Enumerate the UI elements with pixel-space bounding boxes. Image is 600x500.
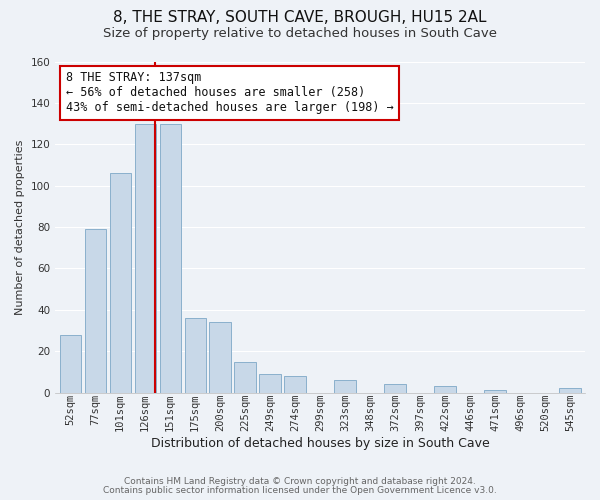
X-axis label: Distribution of detached houses by size in South Cave: Distribution of detached houses by size … [151, 437, 490, 450]
Text: Contains public sector information licensed under the Open Government Licence v3: Contains public sector information licen… [103, 486, 497, 495]
Bar [59, 334, 81, 392]
Text: 8, THE STRAY, SOUTH CAVE, BROUGH, HU15 2AL: 8, THE STRAY, SOUTH CAVE, BROUGH, HU15 2… [113, 10, 487, 25]
Bar [334, 380, 356, 392]
Bar [434, 386, 455, 392]
Y-axis label: Number of detached properties: Number of detached properties [15, 140, 25, 314]
Bar [235, 362, 256, 392]
Bar [284, 376, 306, 392]
Bar [259, 374, 281, 392]
Bar [160, 124, 181, 392]
Bar [484, 390, 506, 392]
Bar [385, 384, 406, 392]
Text: Size of property relative to detached houses in South Cave: Size of property relative to detached ho… [103, 28, 497, 40]
Bar [559, 388, 581, 392]
Bar [85, 229, 106, 392]
Bar [134, 124, 156, 392]
Text: Contains HM Land Registry data © Crown copyright and database right 2024.: Contains HM Land Registry data © Crown c… [124, 477, 476, 486]
Bar [185, 318, 206, 392]
Bar [110, 173, 131, 392]
Bar [209, 322, 231, 392]
Text: 8 THE STRAY: 137sqm
← 56% of detached houses are smaller (258)
43% of semi-detac: 8 THE STRAY: 137sqm ← 56% of detached ho… [66, 72, 394, 114]
